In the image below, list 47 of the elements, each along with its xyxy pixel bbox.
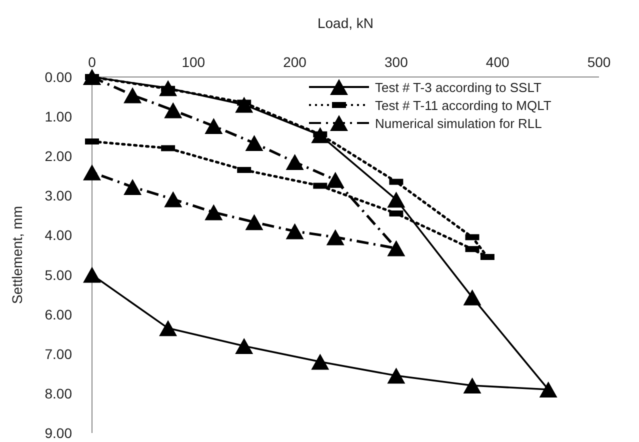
point <box>164 102 182 118</box>
point <box>83 164 101 180</box>
point <box>124 87 142 104</box>
point <box>539 381 558 398</box>
y-axis-title: Settlement, mm <box>9 206 25 304</box>
x-tick-label: 100 <box>182 54 206 70</box>
point <box>83 266 101 283</box>
point <box>326 172 344 188</box>
y-tick-label: 7.00 <box>44 346 72 362</box>
y-tick-label: 5.00 <box>44 266 72 283</box>
legend-label: Test # T-3 according to SSLT <box>375 80 542 95</box>
legend-label: Numerical simulation for RLL <box>375 116 542 131</box>
point <box>204 118 223 134</box>
point <box>124 178 142 195</box>
point <box>245 135 264 152</box>
point <box>311 127 330 144</box>
legend-label: Test # T-11 according to MQLT <box>375 98 552 113</box>
x-tick-label: 0 <box>88 54 96 70</box>
y-tick-label: 1.00 <box>44 108 72 125</box>
point <box>463 289 482 306</box>
y-tick-label: 9.00 <box>44 425 72 441</box>
y-tick-label: 0.00 <box>44 69 72 85</box>
y-tick-label: 6.00 <box>44 306 72 322</box>
x-tick-label: 500 <box>587 54 611 70</box>
point <box>235 96 254 113</box>
x-tick-label: 200 <box>283 54 307 70</box>
point <box>286 223 304 240</box>
point <box>463 378 482 394</box>
point <box>159 80 178 96</box>
x-tick-label: 400 <box>486 54 510 70</box>
point <box>311 354 330 370</box>
y-tick-label: 8.00 <box>44 385 72 402</box>
point <box>245 214 264 230</box>
y-tick-label: 3.00 <box>44 188 72 204</box>
point <box>387 368 406 384</box>
y-tick-label: 2.00 <box>44 148 72 164</box>
point <box>164 191 182 208</box>
point <box>204 204 223 220</box>
point <box>387 240 406 256</box>
point <box>159 320 178 336</box>
point <box>235 338 254 354</box>
x-axis-title: Load, kN <box>317 15 374 31</box>
point <box>387 192 406 208</box>
x-tick-label: 300 <box>384 54 408 70</box>
y-tick-label: 4.00 <box>44 227 72 244</box>
point <box>326 229 344 246</box>
point <box>286 154 304 170</box>
